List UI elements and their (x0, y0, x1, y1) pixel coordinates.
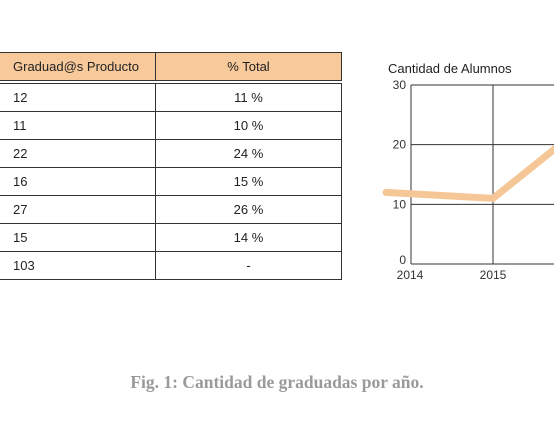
cell-percent: 10 % (155, 111, 342, 140)
table-row: 11 10 % (0, 111, 342, 140)
y-tick-label: 0 (399, 253, 406, 267)
chart-title: Cantidad de Alumnos (388, 61, 512, 76)
cell-graduates: 22 (0, 139, 156, 168)
table-row: 22 24 % (0, 139, 342, 168)
graduates-table: Graduad@s Producto % Total 12 11 % 11 10… (0, 52, 342, 280)
chart-svg: Cantidad de Alumnos0102030201420152016 (382, 61, 554, 282)
table-row: 15 14 % (0, 223, 342, 252)
cell-graduates: 15 (0, 223, 156, 252)
header-graduates: Graduad@s Producto (0, 52, 156, 81)
cell-graduates: 12 (0, 83, 156, 112)
table-row: 12 11 % (0, 83, 342, 112)
header-percent-total: % Total (155, 52, 342, 81)
cell-percent-total: - (155, 251, 342, 280)
table-row-total: 103 - (0, 251, 342, 280)
figure-caption: Fig. 1: Cantidad de graduadas por año. (130, 372, 424, 392)
x-tick-label: 2014 (397, 268, 424, 282)
cell-percent: 14 % (155, 223, 342, 252)
table-row: 27 26 % (0, 195, 342, 224)
cell-graduates-total: 103 (0, 251, 156, 280)
table-row: 16 15 % (0, 167, 342, 196)
cell-percent: 15 % (155, 167, 342, 196)
cell-percent: 11 % (155, 83, 342, 112)
series-line (382, 145, 554, 202)
cell-percent: 24 % (155, 139, 342, 168)
line-chart: Cantidad de Alumnos0102030201420152016 (382, 55, 554, 295)
cell-graduates: 16 (0, 167, 156, 196)
cell-graduates: 11 (0, 111, 156, 140)
y-tick-label: 30 (393, 78, 407, 92)
y-tick-label: 10 (393, 197, 407, 211)
table-header-row: Graduad@s Producto % Total (0, 52, 342, 81)
y-tick-label: 20 (393, 138, 407, 152)
cell-percent: 26 % (155, 195, 342, 224)
cell-graduates: 27 (0, 195, 156, 224)
x-tick-label: 2015 (480, 268, 507, 282)
